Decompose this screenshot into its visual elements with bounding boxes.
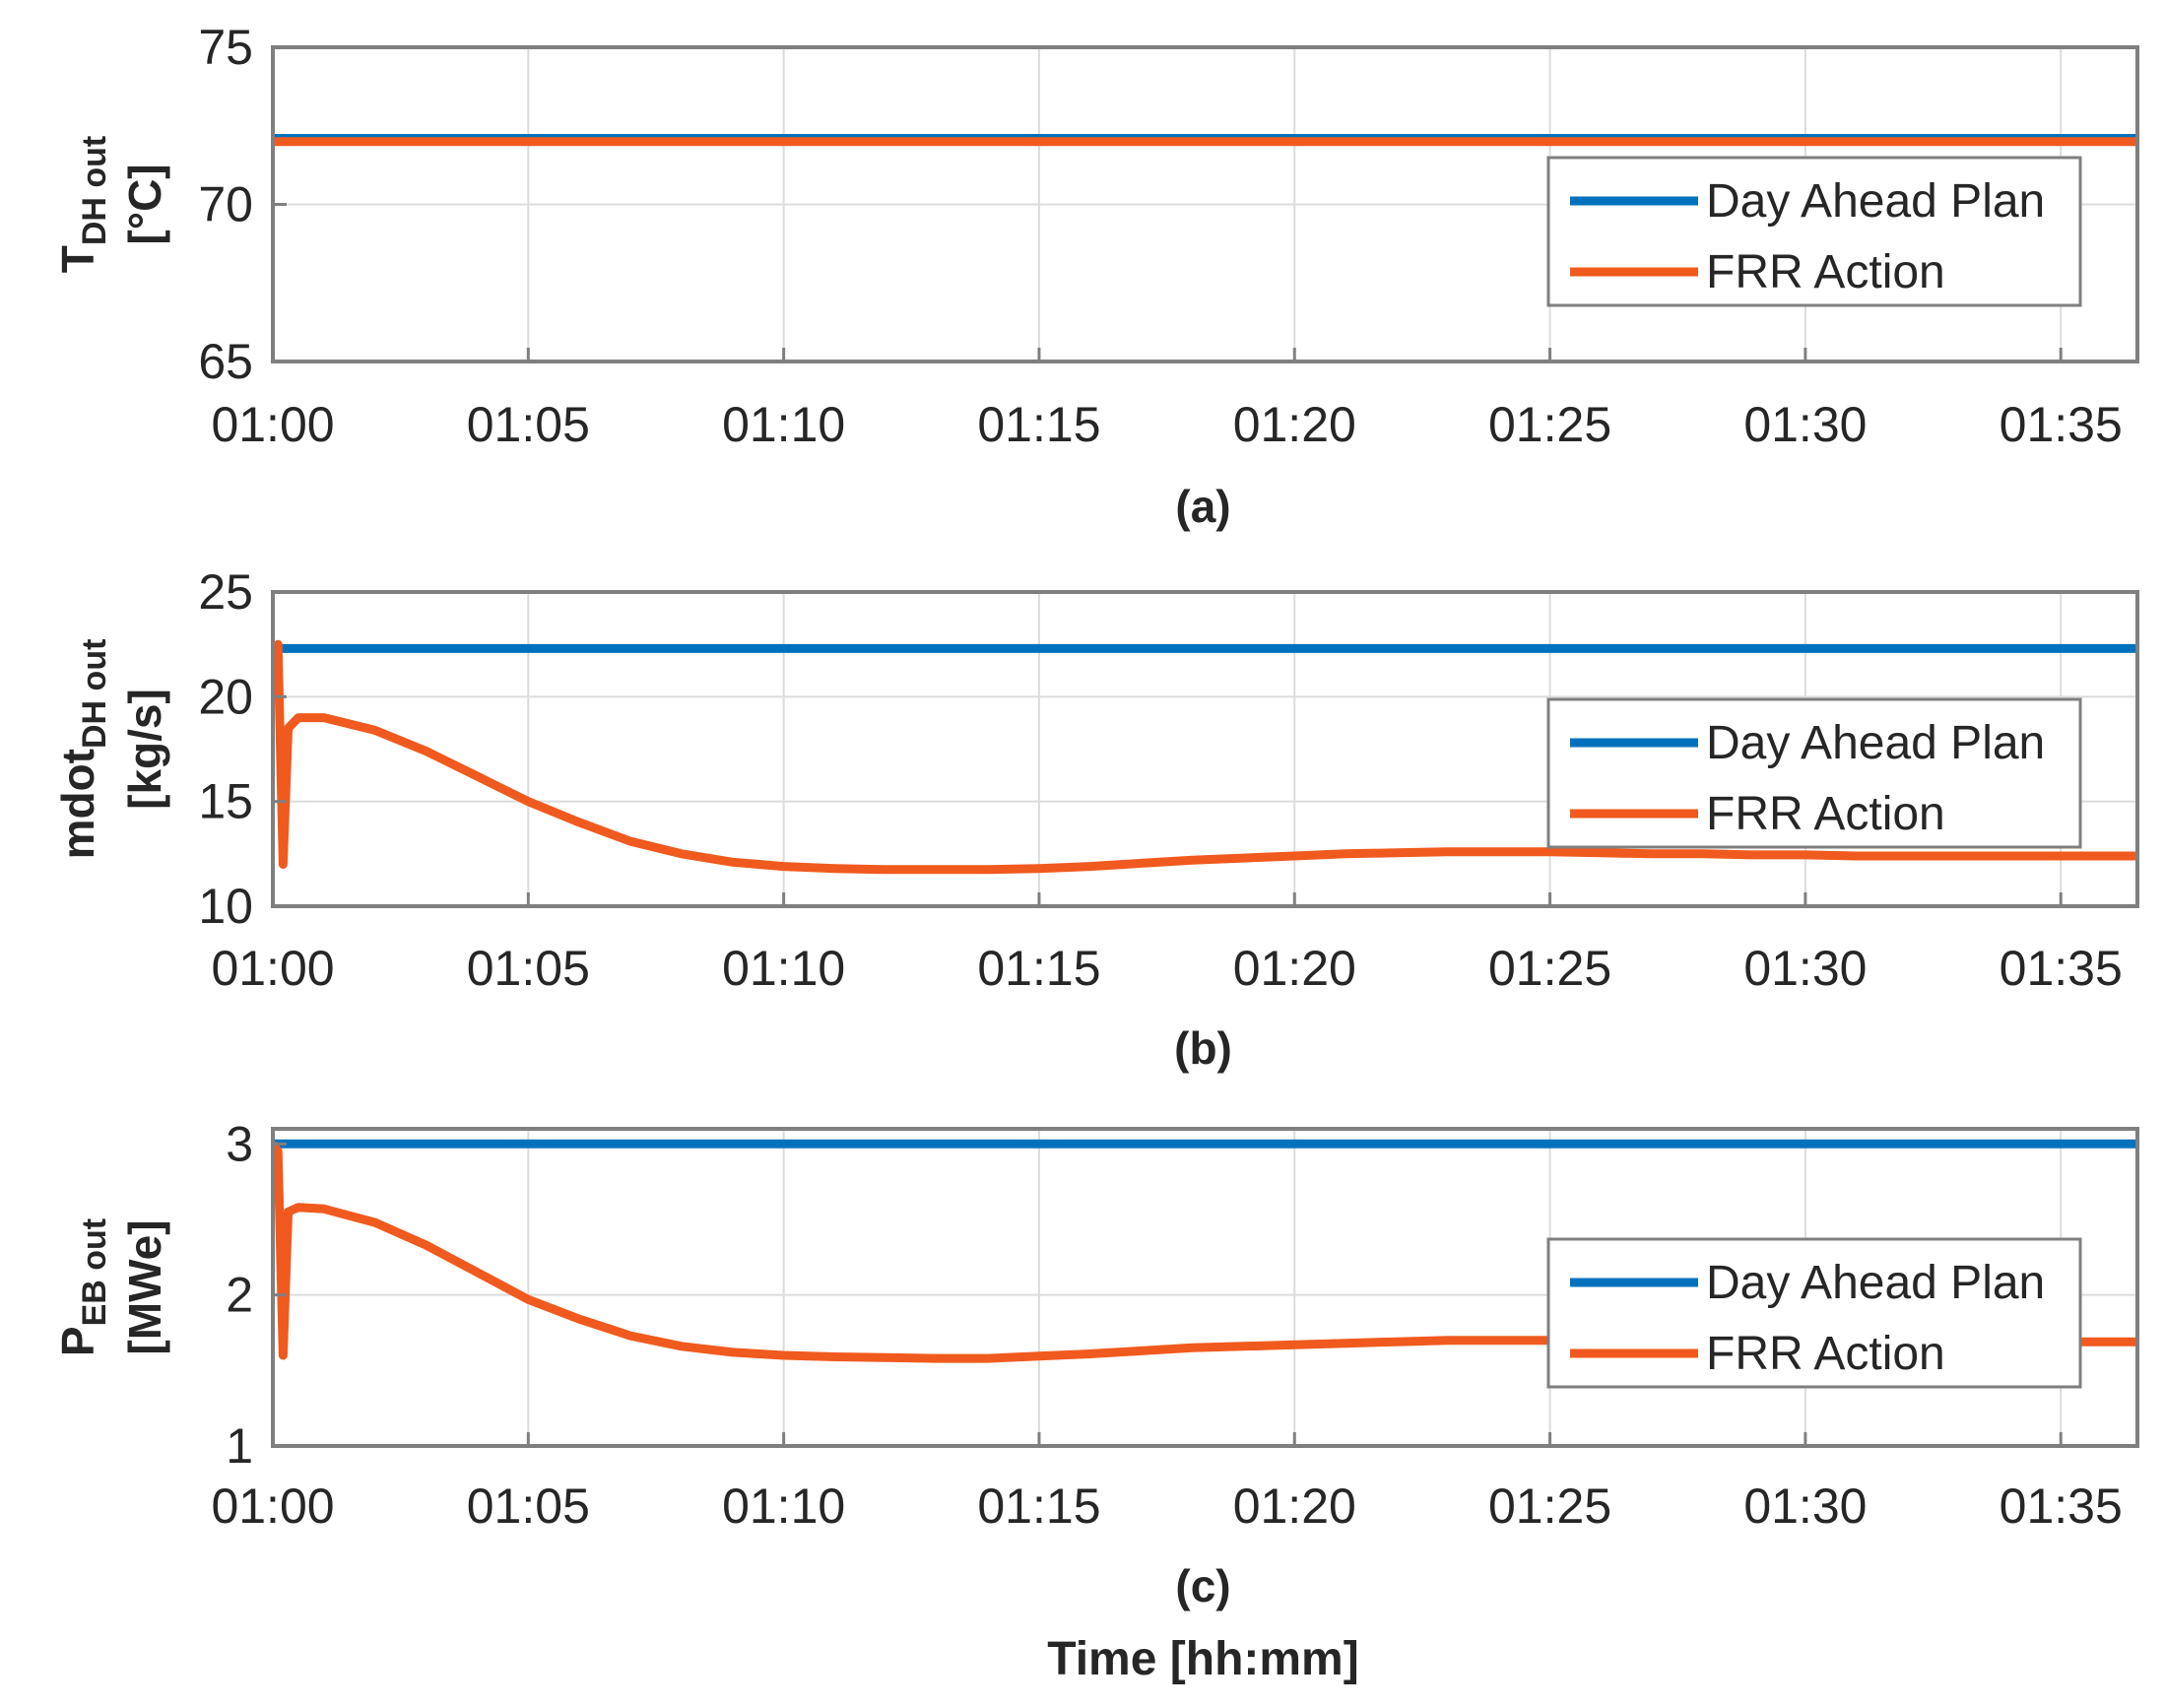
y-tick-label: 65 (198, 334, 253, 389)
y-label-main: P (52, 1326, 103, 1356)
x-tick-label: 01:35 (2000, 397, 2123, 452)
y-tick-label: 20 (198, 669, 253, 724)
x-tick-label: 01:15 (977, 941, 1100, 996)
x-tick-label: 01:20 (1233, 397, 1356, 452)
y-tick-label: 25 (198, 564, 253, 620)
x-tick-label: 01:35 (2000, 941, 2123, 996)
y-label-subscript: DH out (76, 136, 113, 245)
y-tick-label: 75 (198, 20, 253, 75)
x-tick-label: 01:05 (467, 941, 590, 996)
y-axis-label: mdotDH out (52, 639, 113, 860)
x-tick-label: 01:10 (722, 1478, 845, 1534)
legend-label: FRR Action (1706, 246, 1945, 298)
x-tick-label: 01:00 (211, 941, 334, 996)
y-tick-label: 3 (226, 1116, 253, 1171)
y-label-main: T (52, 245, 103, 273)
x-tick-label: 01:05 (467, 1478, 590, 1534)
y-axis-unit: [MWe] (119, 1219, 170, 1354)
x-tick-label: 01:30 (1743, 941, 1867, 996)
legend-label: FRR Action (1706, 788, 1945, 840)
legend-label: Day Ahead Plan (1706, 175, 2045, 228)
x-tick-label: 01:10 (722, 397, 845, 452)
x-axis-label: Time [hh:mm] (1047, 1633, 1358, 1685)
panel-label: (b) (1174, 1022, 1232, 1074)
x-tick-label: 01:15 (977, 397, 1100, 452)
x-tick-label: 01:00 (211, 1478, 334, 1534)
axes-box (271, 590, 2139, 908)
y-label-subscript: DH out (76, 639, 113, 749)
y-tick-label: 70 (198, 177, 253, 232)
y-axis-unit: [°C] (119, 164, 170, 244)
x-tick-label: 01:00 (211, 397, 334, 452)
x-tick-label: 01:20 (1233, 941, 1356, 996)
x-tick-label: 01:10 (722, 941, 845, 996)
legend-box (1546, 1237, 2082, 1389)
panel-c: 01:00 01:05 01:10 01:15 01:20 01:25 01:30 01:35… (52, 1116, 2139, 1685)
legend-label: FRR Action (1706, 1328, 1945, 1380)
y-tick-label: 15 (198, 774, 253, 829)
panel-a: 01:00 01:05 01:10 01:15 01:20 01:25 01:30 01:35… (52, 20, 2139, 532)
legend-label: Day Ahead Plan (1706, 1257, 2045, 1309)
y-axis-label: TDH out (52, 136, 113, 274)
y-label-subscript: EB out (76, 1218, 113, 1327)
frr-action-line (273, 639, 2137, 875)
panel-label: (a) (1175, 481, 1230, 532)
y-axis-label: PEB out (52, 1218, 113, 1356)
legend-box (1546, 156, 2082, 307)
axes-box (271, 1127, 2139, 1448)
x-tick-label: 01:25 (1488, 941, 1611, 996)
y-tick-label: 1 (226, 1418, 253, 1474)
panel-b: 01:00 01:05 01:10 01:15 01:20 01:25 01:30 01:35… (52, 564, 2139, 1074)
x-tick-label: 01:25 (1488, 1478, 1611, 1534)
panel-label: (c) (1175, 1560, 1230, 1611)
x-tick-label: 01:35 (2000, 1478, 2123, 1534)
y-tick-label: 10 (198, 879, 253, 934)
legend-label: Day Ahead Plan (1706, 717, 2045, 769)
legend-box (1546, 697, 2082, 849)
y-tick-label: 2 (226, 1268, 253, 1323)
x-tick-label: 01:15 (977, 1478, 1100, 1534)
y-label-main: mdot (52, 749, 103, 859)
x-tick-label: 01:30 (1743, 1478, 1867, 1534)
x-tick-label: 01:25 (1488, 397, 1611, 452)
y-axis-unit: [kg/s] (119, 689, 170, 810)
x-tick-label: 01:30 (1743, 397, 1867, 452)
x-tick-label: 01:20 (1233, 1478, 1356, 1534)
x-tick-label: 01:05 (467, 397, 590, 452)
